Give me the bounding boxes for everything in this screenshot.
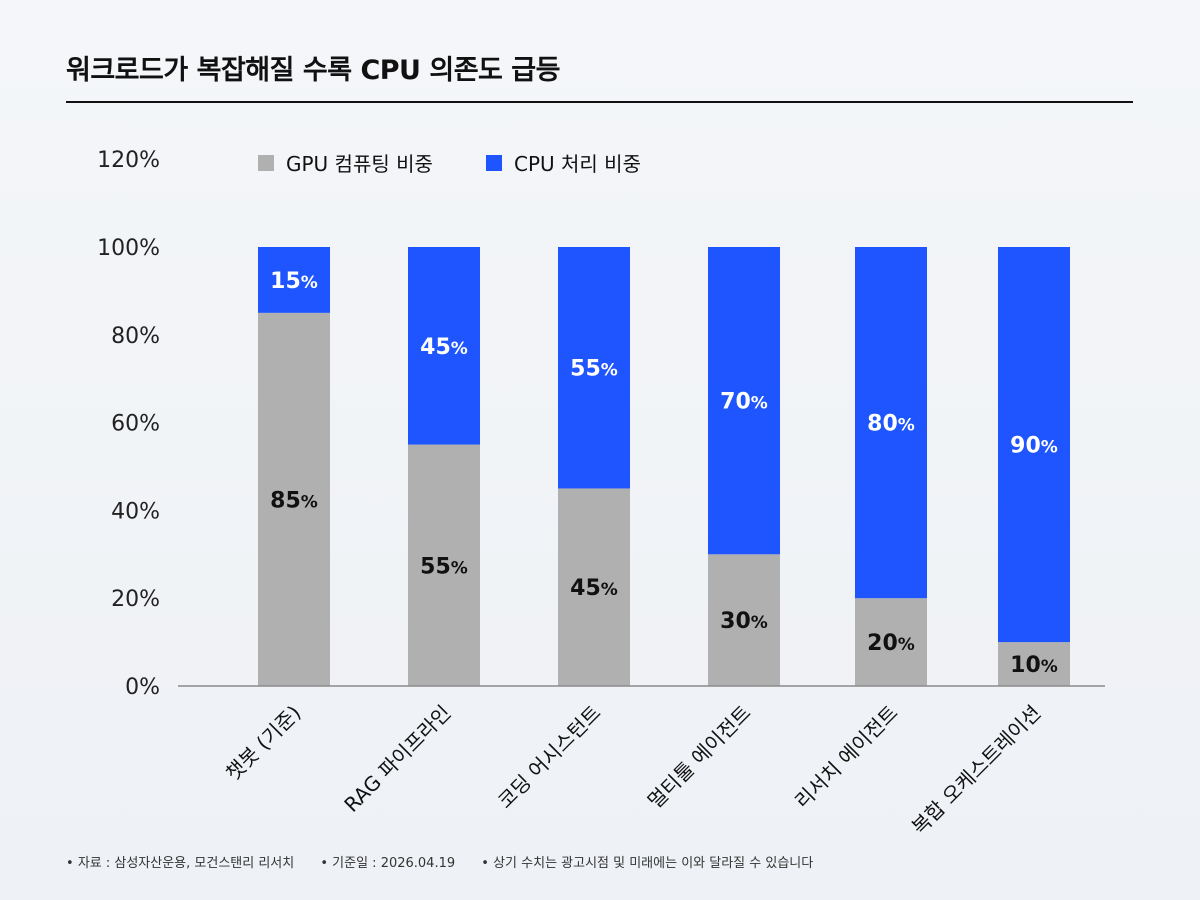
data-label-cpu: 70%	[720, 390, 768, 415]
data-label-cpu: 80%	[867, 412, 915, 437]
footer-notes: 자료 : 삼성자산운용, 모건스탠리 리서치 기준일 : 2026.04.19 …	[66, 852, 835, 871]
data-label-cpu: 90%	[1010, 434, 1058, 459]
legend-label: GPU 컴퓨팅 비중	[286, 152, 433, 176]
footer-date: 기준일 : 2026.04.19	[320, 856, 455, 871]
bar-cpu-segment	[855, 247, 927, 599]
bar-gpu-segment	[708, 554, 780, 686]
footer-disclaimer: 상기 수치는 광고시점 및 미래에는 이와 달라질 수 있습니다	[481, 856, 813, 871]
bar-cpu-segment	[258, 247, 330, 313]
bar-gpu-segment	[408, 444, 480, 686]
y-tick-label: 100%	[97, 236, 160, 261]
bar-gpu-segment	[258, 312, 330, 686]
x-category-label: 코딩 어시스턴트	[493, 701, 606, 814]
y-tick-label: 40%	[111, 499, 160, 524]
data-label-gpu: 30%	[720, 609, 768, 634]
y-tick-label: 120%	[97, 148, 160, 173]
bar-cpu-segment	[708, 247, 780, 555]
title-divider	[66, 101, 1133, 103]
footer-source: 자료 : 삼성자산운용, 모건스탠리 리서치	[66, 856, 294, 871]
bar-gpu-segment	[998, 642, 1070, 686]
y-tick-label: 0%	[125, 675, 160, 700]
data-label-gpu: 85%	[270, 488, 318, 513]
data-label-cpu: 15%	[270, 269, 318, 294]
data-label-gpu: 20%	[867, 631, 915, 656]
bar-gpu-segment	[855, 598, 927, 686]
bar-cpu-segment	[998, 247, 1070, 643]
data-label-gpu: 55%	[420, 554, 468, 579]
bar-cpu-segment	[408, 247, 480, 445]
x-category-label: 리서치 에이전트	[790, 701, 903, 814]
y-tick-label: 80%	[111, 324, 160, 349]
x-category-label: RAG 파이프라인	[339, 701, 455, 817]
x-category-label: 복합 오케스트레이션	[907, 701, 1046, 840]
data-label-gpu: 10%	[1010, 653, 1058, 678]
x-category-label: 챗봇 (기준)	[221, 701, 306, 786]
bar-cpu-segment	[558, 247, 630, 489]
chart-title: 워크로드가 복잡해질 수록 CPU 의존도 급등	[66, 55, 560, 86]
y-tick-label: 60%	[111, 412, 160, 437]
legend-label: CPU 처리 비중	[514, 152, 641, 176]
y-tick-label: 20%	[111, 587, 160, 612]
legend-swatch	[258, 155, 274, 171]
data-label-gpu: 45%	[570, 576, 618, 601]
data-label-cpu: 55%	[570, 357, 618, 382]
x-category-label: 멀티툴 에이전트	[643, 701, 756, 814]
data-label-cpu: 45%	[420, 335, 468, 360]
legend-swatch	[486, 155, 502, 171]
bar-gpu-segment	[558, 488, 630, 686]
